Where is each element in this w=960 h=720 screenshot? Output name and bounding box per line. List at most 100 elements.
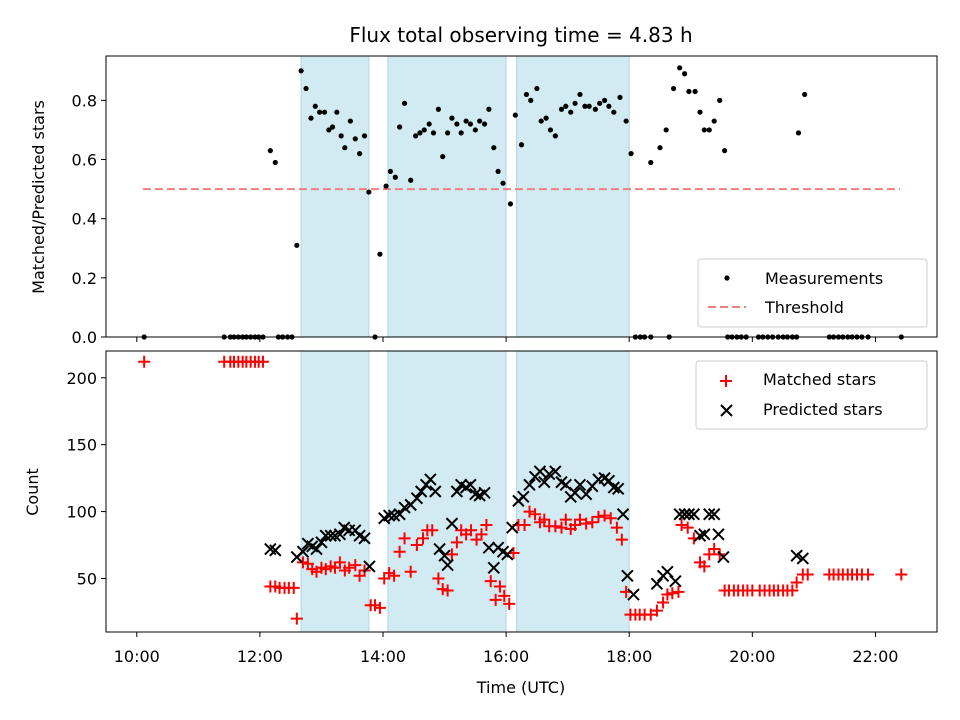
- x-tick-label: 12:00: [237, 647, 283, 666]
- measurement-point: [454, 121, 460, 127]
- y-tick-label: 0.0: [72, 328, 97, 347]
- matched-point: [498, 589, 511, 602]
- matched-point: [404, 565, 417, 578]
- measurement-point: [334, 109, 340, 115]
- panel-top: 0.00.20.40.60.8 Matched/Predicted stars …: [29, 55, 938, 347]
- measurement-point: [606, 103, 612, 109]
- measurement-point: [623, 118, 629, 124]
- measurement-point: [495, 168, 501, 174]
- matched-point: [256, 355, 269, 368]
- measurement-point: [401, 100, 408, 106]
- y-tick-label: 0.2: [72, 269, 97, 288]
- shaded-span-2: [516, 55, 630, 338]
- predicted-point: [296, 545, 310, 558]
- predicted-point: [627, 588, 640, 601]
- measurement-point: [602, 97, 608, 103]
- predicted-point: [693, 529, 707, 542]
- measurement-point: [472, 127, 478, 133]
- measurement-point: [435, 106, 441, 112]
- matched-point: [529, 508, 542, 521]
- measurement-point: [458, 130, 464, 136]
- matched-point: [573, 513, 586, 526]
- measurement-point: [518, 142, 525, 148]
- predicted-point: [790, 549, 803, 562]
- predicted-point: [410, 491, 424, 505]
- measurement-point: [563, 103, 569, 109]
- measurement-point: [477, 118, 483, 124]
- matched-point: [666, 587, 679, 600]
- measurement-point: [538, 118, 544, 124]
- measurement-point: [449, 115, 455, 121]
- matched-point: [698, 560, 711, 573]
- measurement-point: [795, 130, 802, 136]
- matched-point: [138, 355, 151, 368]
- measurement-point: [628, 151, 634, 157]
- predicted-point: [464, 478, 477, 492]
- measurement-point: [312, 103, 318, 109]
- measurement-point: [481, 121, 488, 127]
- predicted-point: [707, 508, 721, 521]
- measurement-point: [491, 145, 497, 151]
- measurement-point: [507, 201, 514, 207]
- measurement-point: [413, 133, 419, 139]
- measurement-point: [308, 115, 314, 121]
- predicted-point: [478, 486, 491, 500]
- predicted-point: [315, 536, 328, 549]
- measurement-point: [582, 103, 588, 109]
- measurement-point: [697, 109, 703, 115]
- matched-point: [559, 513, 572, 526]
- predicted-point: [517, 490, 530, 504]
- bottom-axes-frame: [105, 350, 938, 633]
- measurement-point: [440, 153, 446, 160]
- measurement-point: [377, 251, 383, 257]
- measurement-point: [342, 145, 348, 151]
- predicted-point: [717, 550, 730, 564]
- measurement-point: [366, 189, 372, 195]
- matched-point: [672, 585, 685, 598]
- matched-point: [681, 521, 694, 534]
- bottom-legend-box: [695, 360, 928, 430]
- matched-point: [610, 521, 623, 534]
- matched-point: [592, 510, 605, 523]
- predicted-point: [424, 473, 437, 486]
- measurement-point: [387, 168, 393, 174]
- matched-point: [708, 543, 721, 556]
- measurement-point: [686, 88, 692, 95]
- matched-point: [503, 597, 516, 610]
- matched-point: [484, 575, 497, 588]
- predicted-point: [523, 478, 536, 492]
- predicted-point: [414, 485, 428, 498]
- matched-point: [675, 518, 688, 531]
- shaded-span-0: [300, 350, 370, 633]
- measurement-point: [408, 177, 414, 183]
- y-tick-label: 200: [66, 369, 97, 388]
- measurement-point: [417, 130, 423, 136]
- measurement-point: [361, 133, 368, 139]
- measurement-point: [572, 100, 578, 106]
- measurement-point: [426, 121, 432, 127]
- shaded-span-0: [300, 55, 370, 338]
- matched-point: [333, 556, 346, 569]
- panel-bottom: 50 100 150 200 10:00 12:00 14:00 16:00 18:00 20:…: [23, 350, 938, 697]
- measurement-point: [663, 127, 669, 133]
- matched-point: [549, 520, 562, 533]
- measurement-point: [326, 127, 332, 133]
- predicted-point: [549, 465, 562, 478]
- y-tick-label: 150: [66, 436, 97, 455]
- legend-threshold-label: Threshold: [764, 298, 844, 317]
- matched-point: [290, 612, 303, 625]
- legend-measurements-label: Measurements: [765, 269, 883, 288]
- matched-point: [450, 536, 463, 549]
- top-legend-box: [697, 258, 928, 328]
- series-1-1: [264, 465, 810, 601]
- predicted-point: [796, 552, 810, 565]
- matched-point: [615, 533, 628, 546]
- predicted-point: [698, 528, 711, 541]
- measurement-point: [316, 109, 323, 115]
- predicted-point: [607, 481, 621, 494]
- predicted-point: [579, 487, 593, 501]
- measurement-point: [523, 91, 530, 98]
- predicted-point: [616, 508, 630, 521]
- measurement-point: [552, 133, 558, 139]
- y-tick-label: 0.6: [72, 151, 97, 170]
